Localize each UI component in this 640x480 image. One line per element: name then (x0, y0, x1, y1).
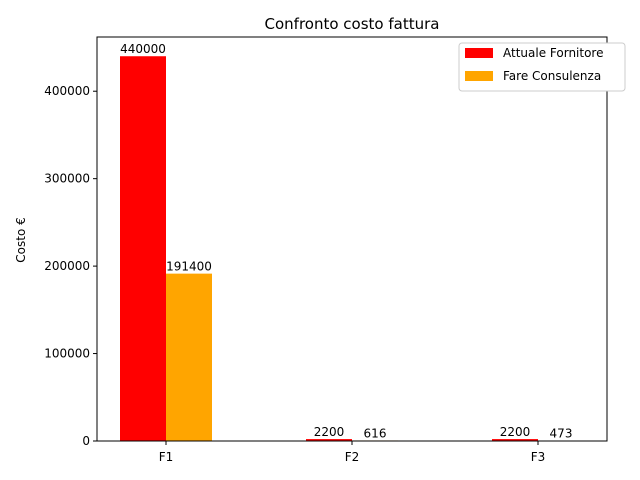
y-tick-label: 200000 (44, 259, 90, 273)
x-tick-label-f2: F2 (345, 450, 360, 464)
y-tick-label: 300000 (44, 172, 90, 186)
data-label-attuale-fornitore-f1: 440000 (120, 42, 166, 56)
data-label-attuale-fornitore-f3: 2200 (500, 425, 531, 439)
y-tick-label: 400000 (44, 84, 90, 98)
data-label-fare-consulenza-f2: 616 (364, 426, 387, 440)
y-tick-label: 0 (82, 434, 90, 448)
legend-box (458, 42, 626, 92)
legend-label-fare-consulenza: Fare Consulenza (503, 69, 601, 83)
data-label-fare-consulenza-f3: 473 (550, 427, 573, 441)
legend-swatch-fare-consulenza (465, 71, 493, 81)
x-tick-label-f3: F3 (531, 450, 546, 464)
legend: Attuale Fornitore Fare Consulenza (458, 42, 626, 92)
legend-label-attuale-fornitore: Attuale Fornitore (503, 46, 603, 60)
chart-title: Confronto costo fattura (265, 15, 440, 33)
bar-attuale-fornitore-f3 (492, 439, 538, 441)
y-tick-label: 100000 (44, 347, 90, 361)
bar-attuale-fornitore-f2 (306, 439, 352, 441)
y-axis-label: Costo € (14, 217, 28, 262)
data-label-attuale-fornitore-f2: 2200 (314, 425, 345, 439)
bar-fare-consulenza-f1 (166, 273, 212, 441)
plot-area-frame (96, 36, 608, 442)
x-tick-label-f1: F1 (159, 450, 174, 464)
data-label-fare-consulenza-f1: 191400 (166, 260, 212, 274)
bar-attuale-fornitore-f1 (120, 56, 166, 441)
legend-swatch-attuale-fornitore (465, 48, 493, 58)
